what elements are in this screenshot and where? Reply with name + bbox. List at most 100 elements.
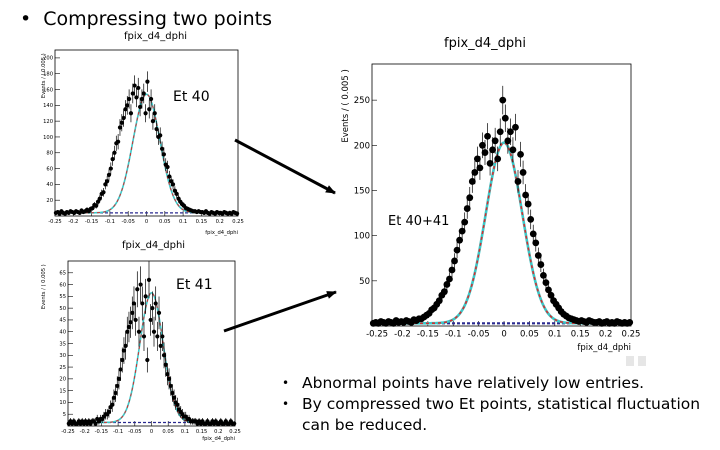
data-point [170, 179, 176, 190]
data-marker [504, 137, 512, 145]
data-point [106, 169, 112, 181]
data-marker [148, 96, 154, 102]
data-marker [106, 172, 112, 177]
data-point [440, 286, 448, 298]
data-marker [145, 357, 150, 363]
data-point [94, 202, 99, 209]
y-tick-label: 40 [59, 330, 66, 336]
data-point [143, 104, 148, 123]
data-point [446, 272, 453, 286]
data-marker [150, 306, 155, 311]
y-axis-label: Events / ( 0.005 ) [341, 69, 351, 142]
data-marker [110, 402, 115, 407]
plot-combined: 50 100 150 200 250 -0.25 -0.2 -0.15 -0.1 -0.05 0 0.… [341, 63, 641, 353]
data-point [512, 113, 519, 141]
data-marker [143, 294, 148, 299]
title-bullet: • [20, 8, 32, 30]
data-point [90, 205, 95, 211]
y-tick-label: 100 [43, 135, 53, 141]
plot-title-et41: fpix_d4_dphi [122, 240, 186, 251]
data-marker [463, 205, 471, 212]
data-marker [514, 178, 522, 185]
x-tick-label: -0.15 [95, 429, 108, 435]
data-point [519, 160, 527, 185]
data-point [448, 262, 456, 278]
plot-frame [371, 63, 632, 327]
data-marker [481, 149, 489, 156]
y-tick-label: 200 [43, 56, 53, 62]
x-tick-label: 0.25 [622, 330, 641, 340]
data-point [532, 234, 540, 252]
data-point [152, 104, 157, 123]
data-point [174, 189, 179, 199]
y-tick-label: 250 [354, 96, 370, 106]
data-point [163, 352, 168, 377]
data-point [134, 87, 139, 108]
data-marker [435, 297, 443, 305]
y-tick-label: 5 [63, 412, 66, 418]
x-axis-label: fpix_d4_dphi [205, 230, 238, 236]
x-tick-label: -0.15 [417, 330, 439, 340]
data-marker [440, 288, 448, 296]
y-tick-label: 15 [59, 388, 66, 394]
data-marker [156, 310, 162, 315]
data-marker [95, 199, 101, 204]
data-marker [446, 275, 453, 283]
data-marker [101, 190, 106, 195]
data-point [161, 147, 166, 162]
data-point [110, 152, 115, 166]
y-tick-label: 25 [59, 365, 66, 371]
x-tick-label: -0.25 [61, 429, 74, 435]
plot-frame [54, 49, 239, 217]
data-point [165, 160, 170, 174]
y-tick-label: 200 [354, 141, 370, 151]
data-point [461, 212, 469, 232]
data-marker [468, 178, 476, 185]
data-point [136, 77, 141, 99]
note-bullet: • [282, 397, 290, 411]
data-point [97, 194, 102, 203]
data-marker [112, 150, 117, 155]
y-tick-label: 150 [354, 186, 370, 196]
data-marker [476, 164, 484, 172]
x-tick-label: -0.05 [121, 219, 134, 225]
data-marker [141, 334, 147, 339]
data-marker [512, 123, 519, 131]
data-marker [134, 95, 139, 100]
data-marker [127, 96, 132, 102]
x-tick-label: -0.2 [80, 429, 90, 435]
data-marker [161, 152, 166, 157]
data-point [148, 89, 154, 109]
data-point [127, 89, 132, 109]
data-marker [534, 252, 542, 259]
data-marker [150, 119, 156, 124]
y-tick-label: 140 [43, 103, 53, 109]
x-tick-label: 0.2 [599, 330, 613, 340]
data-point [145, 347, 150, 373]
data-point [136, 316, 142, 347]
data-point [471, 160, 479, 185]
note-item: • Abnormal points have relatively low en… [282, 373, 712, 394]
data-point [125, 316, 130, 347]
x-tick-label: 0.2 [214, 429, 222, 435]
note-item: • By compressed two Et points, statistic… [282, 394, 712, 436]
x-tick-label: 0.15 [196, 429, 208, 435]
data-point [131, 286, 137, 321]
data-marker [120, 357, 125, 363]
data-marker [125, 329, 130, 334]
y-tick-label: 180 [43, 72, 53, 78]
data-marker [489, 146, 497, 154]
data-marker [123, 107, 128, 112]
data-marker [103, 182, 108, 187]
y-tick-label: 120 [43, 119, 53, 125]
data-point [499, 85, 507, 115]
data-marker [537, 261, 545, 268]
x-tick-label: 0.1 [179, 219, 187, 225]
data-point [123, 332, 128, 360]
data-point [147, 100, 152, 119]
data-marker [118, 367, 123, 372]
data-marker [547, 291, 555, 299]
corner-mark [626, 352, 648, 366]
data-marker [161, 353, 167, 358]
data-marker [163, 362, 168, 367]
